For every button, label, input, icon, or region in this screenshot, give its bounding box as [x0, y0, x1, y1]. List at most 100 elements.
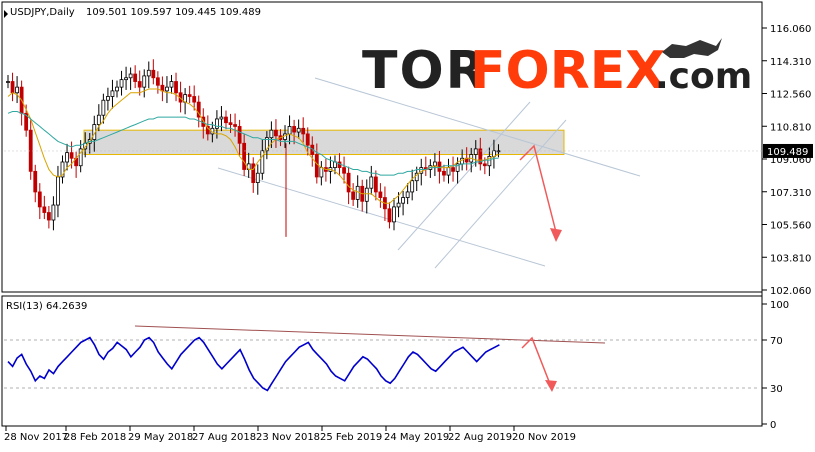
candle-body	[242, 142, 247, 170]
rsi-y-axis: 100 70 30 0	[762, 300, 789, 431]
main-overlays	[83, 77, 641, 269]
candle-body	[6, 81, 10, 83]
rsi-panel	[1, 295, 763, 427]
candle-body	[169, 81, 174, 88]
candle-body	[101, 99, 106, 116]
x-tick-label: 27 Aug 2018	[192, 432, 256, 443]
x-tick-label: 29 May 2018	[128, 432, 193, 443]
main-y-tick-label: 109.060	[770, 155, 811, 166]
candle-body	[96, 114, 101, 125]
candle-body	[387, 208, 392, 223]
candle-body	[124, 77, 128, 81]
rsi-y-tick-label: 0	[770, 420, 776, 431]
candle-body	[451, 167, 455, 172]
candle-body	[378, 191, 383, 198]
candle-body	[115, 86, 119, 92]
candle-body	[78, 148, 83, 167]
candle-body	[192, 96, 197, 103]
candle-body	[314, 154, 319, 178]
candle-body	[24, 112, 29, 131]
candle-body	[351, 191, 356, 200]
candle-body	[496, 150, 501, 153]
candle-body	[342, 167, 346, 174]
main-y-tick-label: 107.310	[770, 188, 811, 199]
x-tick-label: 24 May 2019	[384, 432, 449, 443]
main-header: USDJPY,Daily	[10, 7, 75, 18]
rsi-y-tick-label: 70	[770, 336, 783, 347]
candle-body	[119, 79, 124, 88]
ascending-channel-upper	[434, 119, 567, 269]
candle-body	[301, 127, 306, 135]
candle-body	[264, 137, 269, 152]
candle-body	[346, 172, 351, 193]
main-y-tick-label: 105.560	[770, 221, 811, 232]
candle-body	[442, 170, 446, 176]
main-y-tick-label: 112.560	[770, 90, 811, 101]
candle-body	[219, 116, 224, 120]
candle-body	[155, 77, 160, 86]
candle-body	[369, 176, 374, 189]
rsi-line	[7, 325, 606, 392]
candle-body	[305, 133, 310, 146]
channel-upper-line	[314, 77, 641, 177]
last-price-label: 109.489	[4, 143, 813, 158]
candle-body	[142, 75, 147, 88]
candle-body	[15, 86, 19, 94]
ascending-channel-lower	[397, 101, 531, 251]
candle-body	[287, 126, 292, 135]
candle-body	[455, 163, 460, 172]
candle-body	[33, 170, 38, 193]
candle-body	[196, 101, 201, 118]
candle-body	[187, 94, 192, 97]
candle-body	[255, 172, 260, 183]
x-tick-label: 28 Nov 2017	[4, 432, 68, 443]
candle-body	[56, 176, 60, 206]
forecast-arrow-line	[519, 144, 557, 233]
candle-body	[60, 161, 65, 178]
x-tick-label: 28 Feb 2018	[64, 432, 126, 443]
rsi-forecast-arrow-line	[521, 336, 551, 385]
candle-body	[65, 152, 69, 163]
collapse-arrow-icon[interactable]	[4, 10, 8, 18]
watermark-text-com: .com	[655, 56, 752, 97]
candle-body	[106, 96, 110, 101]
main-y-tick-label: 103.810	[770, 253, 811, 264]
candle-body	[174, 81, 178, 94]
candle-body	[446, 167, 451, 176]
candle-body	[401, 197, 405, 204]
resistance-zone	[83, 129, 565, 156]
candle-body	[233, 124, 237, 127]
watermark-logo: TOR FOREX .com	[362, 38, 752, 101]
candle-body	[478, 148, 483, 165]
rsi-grid	[4, 339, 760, 389]
candle-body	[110, 90, 115, 97]
channel-lower-line	[217, 167, 546, 267]
forecast-arrow-head	[550, 228, 562, 242]
main-candles	[6, 59, 501, 237]
main-y-tick-label: 114.310	[770, 57, 811, 68]
candle-body	[482, 163, 487, 167]
last-price-box	[763, 143, 813, 158]
main-moving-averages	[7, 88, 499, 204]
watermark-text: TOR	[362, 41, 488, 101]
candle-body	[137, 81, 142, 88]
candle-body	[10, 81, 15, 94]
moving-average-teal	[7, 111, 499, 176]
candle-body	[392, 206, 396, 223]
candle-body	[165, 86, 169, 92]
main-y-axis: 116.060 114.310 112.560 110.810 109.060 107.3…	[762, 24, 811, 297]
candle-body	[46, 212, 51, 221]
candle-body	[487, 155, 492, 167]
candle-body	[151, 69, 156, 79]
candle-body	[473, 148, 478, 155]
last-price-text: 109.489	[767, 147, 808, 158]
candle-body	[364, 187, 369, 202]
main-y-tick-label: 110.810	[770, 122, 811, 133]
candle-body	[69, 152, 74, 159]
candle-body	[296, 127, 301, 133]
candle-body	[269, 129, 274, 139]
rsi-header: RSI(13) 64.2639	[6, 301, 87, 312]
candle-body	[405, 191, 410, 198]
